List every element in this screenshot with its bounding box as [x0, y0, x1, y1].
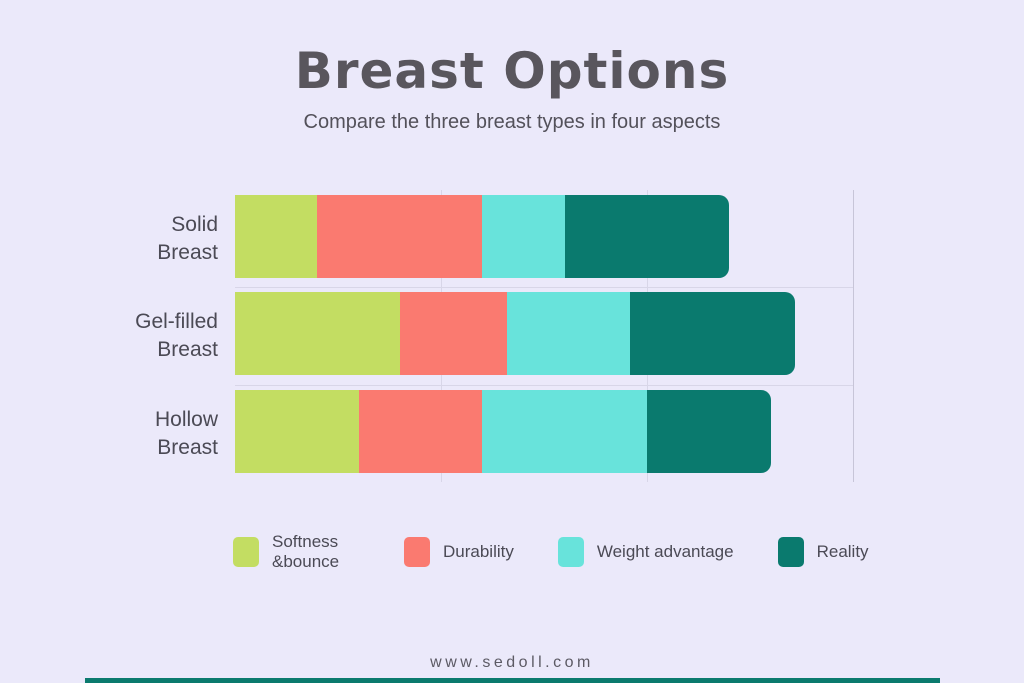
bar-segment: [564, 195, 730, 278]
footer-website: www.sedoll.com: [430, 654, 594, 671]
category-label-text: Solid Breast: [157, 212, 218, 264]
bar-segment: [317, 195, 483, 278]
legend-swatch: [404, 537, 430, 567]
row-separator: [235, 385, 853, 386]
bar-segment: [482, 195, 565, 278]
category-label-text: Hollow Breast: [154, 407, 218, 459]
bottom-accent-strip: [85, 678, 940, 683]
legend-swatch: [777, 537, 804, 567]
page-subtitle: Compare the three breast types in four a…: [303, 111, 721, 133]
category-label: Hollow Breast: [0, 385, 218, 482]
legend-label: Durability: [443, 542, 514, 561]
legend-item: Weight advantage: [557, 537, 734, 567]
legend-label: Reality: [816, 542, 869, 561]
bar-segment: [630, 292, 796, 375]
category-label: Gel-filled Breast: [0, 287, 218, 384]
plot-area: [235, 190, 854, 482]
x-gridline: [853, 190, 854, 482]
legend-item: Softness &bounce: [233, 532, 360, 572]
bar-segment: [235, 390, 359, 473]
legend: Softness &bounce Durability Weight advanta…: [233, 530, 869, 574]
category-label-text: Gel-filled Breast: [135, 309, 218, 361]
bar-row: [235, 292, 796, 375]
bar-segment: [506, 292, 631, 375]
bar-segment: [482, 390, 647, 473]
page-title: Breast Options: [294, 42, 730, 100]
legend-label: Softness &bounce: [272, 532, 340, 571]
bar-segment: [235, 292, 400, 375]
bar-segment: [358, 390, 483, 473]
legend-swatch: [557, 537, 584, 567]
row-separator: [235, 287, 853, 288]
category-label: Solid Breast: [0, 190, 218, 287]
legend-item: Durability: [404, 537, 514, 567]
bar-segment: [399, 292, 507, 375]
legend-label: Weight advantage: [596, 542, 734, 561]
bar-segment: [235, 195, 318, 278]
category-labels: Solid Breast Gel-filled Breast Hollow Brea…: [0, 190, 218, 482]
legend-item: Reality: [777, 537, 869, 567]
bar-segment: [646, 390, 771, 473]
bar-row: [235, 390, 771, 473]
bar-row: [235, 195, 730, 278]
legend-swatch: [233, 537, 259, 567]
